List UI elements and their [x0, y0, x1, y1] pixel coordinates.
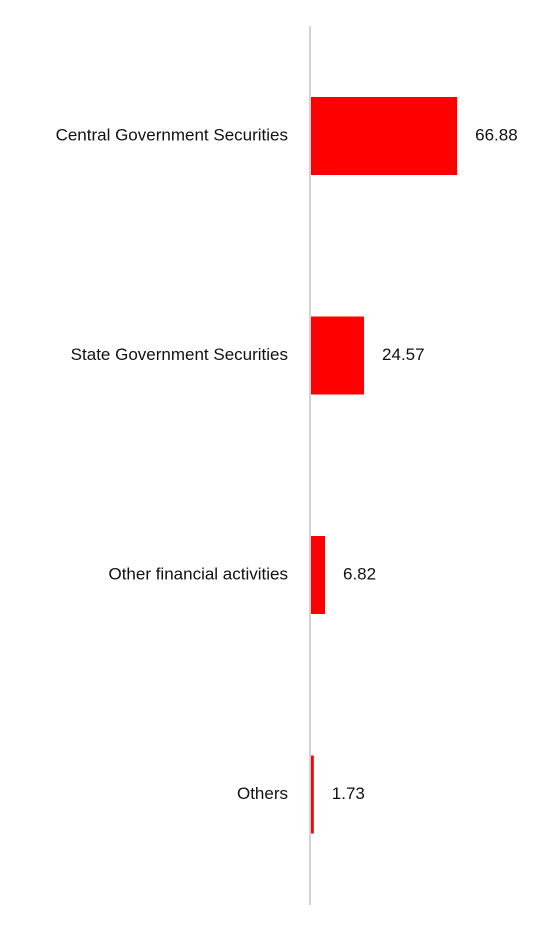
value-label: 1.73 [332, 784, 365, 803]
labels-layer: Central Government Securities 66.88 State … [56, 125, 518, 803]
bars-layer [310, 97, 458, 834]
value-label: 6.82 [343, 564, 376, 583]
bar [310, 755, 314, 834]
value-label: 66.88 [475, 125, 518, 144]
category-label: Central Government Securities [56, 125, 288, 144]
bar [310, 536, 326, 614]
category-label: Other financial activities [108, 564, 288, 583]
category-label: Others [237, 784, 288, 803]
value-label: 24.57 [382, 345, 425, 364]
bar [310, 97, 458, 175]
category-label: State Government Securities [71, 345, 288, 364]
bar [310, 316, 365, 395]
